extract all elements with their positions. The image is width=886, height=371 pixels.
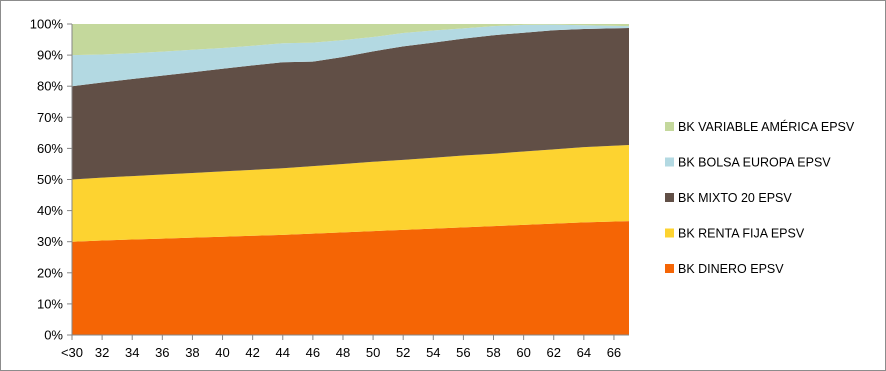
- x-tick-label: 42: [245, 345, 259, 360]
- y-tick-label: 30%: [37, 234, 63, 249]
- x-tick-label: 40: [215, 345, 229, 360]
- y-tick-label: 70%: [37, 110, 63, 125]
- x-tick-label: 52: [396, 345, 410, 360]
- x-tick-label: 46: [306, 345, 320, 360]
- x-tick-label: 38: [185, 345, 199, 360]
- area-bk-variable-america-epsv: [72, 24, 629, 56]
- y-tick-label: 100%: [30, 17, 64, 32]
- y-tick-label: 10%: [37, 296, 63, 311]
- legend-label: BK VARIABLE AMÉRICA EPSV: [678, 119, 855, 134]
- legend-swatch: [665, 228, 674, 238]
- y-tick-label: 20%: [37, 265, 63, 280]
- x-tick-label: 64: [577, 345, 591, 360]
- legend-swatch: [665, 264, 674, 273]
- legend-label: BK RENTA FIJA EPSV: [678, 227, 805, 241]
- legend: BK VARIABLE AMÉRICA EPSV BK BOLSA EUROPA …: [665, 119, 855, 276]
- x-tick-label: 32: [95, 345, 109, 360]
- y-tick-label: 40%: [37, 203, 63, 218]
- x-tick-label: 58: [486, 345, 500, 360]
- x-tick-label: 54: [426, 345, 440, 360]
- legend-label: BK MIXTO 20 EPSV: [678, 191, 792, 205]
- x-tick-label: 34: [125, 345, 139, 360]
- x-tick-label: <30: [61, 345, 83, 360]
- x-tick-label: 50: [366, 345, 380, 360]
- legend-label: BK BOLSA EUROPA EPSV: [678, 156, 831, 170]
- y-tick-label: 90%: [37, 48, 63, 63]
- legend-swatch: [665, 122, 674, 131]
- x-tick-label: 60: [516, 345, 530, 360]
- x-tick-label: 48: [336, 345, 350, 360]
- area-bk-bolsa-europa-epsv: [72, 24, 629, 87]
- legend-label: BK DINERO EPSV: [678, 262, 784, 276]
- area-bk-dinero-epsv: [72, 221, 629, 335]
- x-tick-label: 56: [456, 345, 470, 360]
- x-tick-label: 36: [155, 345, 169, 360]
- x-tick-label: 62: [546, 345, 560, 360]
- area-bk-renta-fija-epsv: [72, 144, 629, 242]
- y-tick-label: 50%: [37, 172, 63, 187]
- y-tick-label: 60%: [37, 141, 63, 156]
- area-series-group: [72, 24, 629, 335]
- area-bk-mixto-20-epsv: [72, 28, 629, 180]
- legend-swatch: [665, 193, 674, 202]
- x-tick-label: 44: [276, 345, 290, 360]
- legend-swatch: [665, 157, 674, 167]
- y-tick-label: 80%: [37, 79, 63, 94]
- x-tick-label: 66: [607, 345, 621, 360]
- y-tick-label: 0%: [44, 328, 63, 343]
